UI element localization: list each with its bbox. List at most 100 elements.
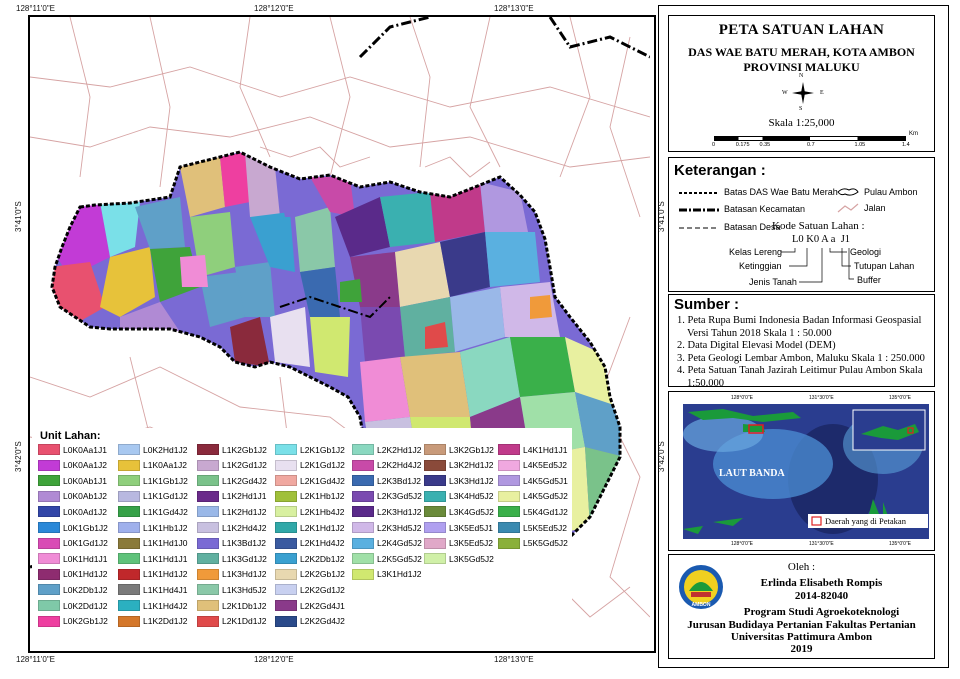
- unit-lahan-item: L4K1Hd1J1: [498, 444, 567, 455]
- kode-tutupan-lahan: Tutupan Lahan: [854, 261, 915, 271]
- unit-lahan-label: L0K0Aa1J2: [63, 460, 107, 471]
- unit-lahan-label: L0K1Hd1J1: [63, 553, 108, 564]
- unit-lahan-item: L3K4Hd5J2: [424, 490, 493, 502]
- unit-lahan-item: L2K1Hb1J2: [275, 490, 345, 502]
- inset-map: [683, 404, 929, 539]
- unit-lahan-item: L1K2Gd4J2: [197, 475, 267, 487]
- unit-lahan-label: L0K0Aa1J1: [63, 444, 107, 455]
- unit-lahan-label: L2K1Dd1J2: [222, 616, 267, 627]
- unit-lahan-swatch: [424, 506, 446, 518]
- unit-lahan-label: L1K0Aa1J2: [143, 460, 187, 471]
- unit-lahan-label: L1K2Gb1J2: [222, 444, 267, 455]
- unit-lahan-swatch: [38, 522, 60, 533]
- unit-lahan-label: L1K2Hd4J2: [222, 522, 267, 533]
- unit-lahan-swatch: [424, 522, 446, 533]
- unit-lahan-item: L2K1Gd4J2: [275, 475, 345, 487]
- unit-lahan-swatch: [118, 600, 140, 611]
- coord-bottom-1: 128°11'0"E: [16, 655, 56, 664]
- unit-lahan-label: L0K0Ab1J1: [63, 475, 107, 486]
- author-name: Erlinda Elisabeth Rompis: [760, 577, 883, 589]
- north-label: N: [799, 73, 804, 79]
- unit-lahan-label: L1K1Gb1J2: [143, 475, 188, 486]
- coord-right-1: 3°41'0"S: [657, 201, 666, 232]
- unit-lahan-item: L5K4Gd1J2: [498, 506, 568, 518]
- unit-lahan-swatch: [118, 475, 140, 487]
- unit-lahan-swatch: [275, 490, 297, 502]
- unit-lahan-label: L4K5Ed5J2: [523, 460, 567, 471]
- unit-lahan-label: L3K5Ed5J1: [449, 522, 493, 533]
- unit-lahan-label: L4K5Gd5J1: [523, 475, 568, 486]
- unit-lahan-item: L0K1Hd1J1: [38, 553, 108, 565]
- unit-lahan-item: L3K2Gb1J2: [424, 444, 494, 455]
- title-panel: PETA SATUAN LAHAN DAS WAE BATU MERAH, KO…: [668, 15, 935, 152]
- unit-lahan-swatch: [118, 506, 140, 518]
- unit-lahan-swatch: [38, 553, 60, 565]
- unit-lahan-item: L1K1Hd4J1: [118, 584, 187, 596]
- unit-lahan-item: L1K2Hd1J2: [197, 506, 267, 518]
- coord-right-2: 3°42'0"S: [657, 441, 666, 472]
- unit-lahan-item: L1K3Bd1J2: [197, 537, 266, 549]
- unit-lahan-label: L3K4Gd5J2: [449, 506, 494, 517]
- unit-lahan-swatch: [275, 615, 297, 627]
- unit-lahan-swatch: [424, 459, 446, 471]
- unit-lahan-item: L2K2Hd4J2: [352, 459, 421, 471]
- unit-lahan-item: L1K2Gb1J2: [197, 444, 267, 455]
- unit-lahan-label: L3K2Gb1J2: [449, 444, 494, 455]
- unit-lahan-label: L0K0Ab1J2: [63, 491, 107, 502]
- unit-lahan-label: L2K1Hb1J2: [300, 491, 345, 502]
- unit-lahan-item: L3K1Hd1J2: [352, 568, 421, 580]
- kode-buffer: Buffer: [857, 275, 881, 285]
- island-icon: [837, 188, 859, 196]
- unit-lahan-swatch: [275, 444, 297, 455]
- scale-tick-label: 0.175: [735, 142, 750, 148]
- unit-lahan-item: L1K1Hd1J0: [118, 537, 188, 549]
- unit-lahan-label: L1K1Hb1J2: [143, 522, 188, 533]
- inset-tick-top-3: 135°0'0"E: [889, 395, 911, 401]
- unit-lahan-item: L0K2Hd1J2: [118, 444, 187, 455]
- unit-lahan-label: L2K2Hd1J2: [377, 444, 422, 455]
- kode-jenis-tanah: Jenis Tanah: [749, 277, 797, 287]
- unit-lahan-label: L1K1Hd1J0: [143, 538, 188, 549]
- unit-lahan-item: L0K1Hd1J2: [38, 568, 107, 580]
- unit-lahan-label: L1K1Gd1J2: [143, 491, 188, 502]
- unit-lahan-swatch: [197, 615, 219, 627]
- unit-lahan-swatch: [197, 553, 219, 565]
- unit-lahan-item: L2K1Hd4J2: [275, 537, 345, 549]
- unit-lahan-label: L1K2Hd1J2: [222, 506, 267, 517]
- unit-lahan-label: L3K2Hd1J2: [449, 460, 494, 471]
- unit-lahan-item: L0K1Gb1J2: [38, 522, 108, 533]
- west-label: W: [782, 90, 788, 96]
- unit-lahan-item: L0K2Gb1J2: [38, 615, 108, 627]
- kecamatan-boundary-symbol: [679, 208, 719, 212]
- unit-lahan-item: L2K4Gd5J2: [352, 537, 422, 549]
- unit-lahan-label: L2K1Hd4J2: [300, 538, 345, 549]
- unit-lahan-item: L2K1Gd1J2: [275, 459, 345, 471]
- unit-lahan-swatch: [498, 537, 520, 549]
- unit-lahan-item: L3K5Ed5J2: [424, 537, 493, 549]
- unit-lahan-label: L5K5Gd5J2: [523, 538, 568, 549]
- map-subtitle-2: PROVINSI MALUKU: [743, 60, 860, 74]
- unit-lahan-label: L2K1Db1J2: [222, 600, 267, 611]
- unit-lahan-swatch: [197, 506, 219, 518]
- sumber-item-4: 4. Peta Satuan Tanah Jazirah Leitimur Pu…: [677, 365, 923, 376]
- legend-jalan: Jalan: [864, 203, 886, 213]
- unit-lahan-item: L1K2Gd1J2: [197, 459, 267, 471]
- author-nim: 2014-82040: [794, 590, 849, 602]
- inset-tick-bottom-1: 128°0'0"E: [731, 541, 753, 547]
- unit-lahan-item: L2K2Gd4J2: [275, 615, 345, 627]
- unit-lahan-label: L2K2Gd4J1: [300, 600, 345, 611]
- sumber-item-4b: 1:50.000: [687, 377, 725, 389]
- unit-lahan-item: L0K1Gd1J2: [38, 537, 108, 549]
- unit-lahan-item: L1K1Gd4J2: [118, 506, 188, 518]
- unit-lahan-item: L1K2Hd1J1: [197, 490, 266, 502]
- unit-lahan-label: L0K2Dd1J2: [63, 600, 108, 611]
- unit-lahan-item: L2K1Hd1J2: [275, 522, 344, 533]
- unit-lahan-item: L2K1Db1J2: [197, 600, 266, 611]
- unit-lahan-swatch: [352, 568, 374, 580]
- unit-lahan-label: L2K3Hd5J2: [377, 522, 422, 533]
- inset-tick-top-2: 131°30'0"E: [809, 395, 834, 401]
- unit-lahan-item: L2K3Hd5J2: [352, 522, 421, 533]
- unit-lahan-swatch: [352, 444, 374, 455]
- author-jurusan: Jurusan Budidaya Pertanian Fakultas Pert…: [687, 619, 916, 631]
- legend-das: Batas DAS Wae Batu Merah: [724, 187, 838, 197]
